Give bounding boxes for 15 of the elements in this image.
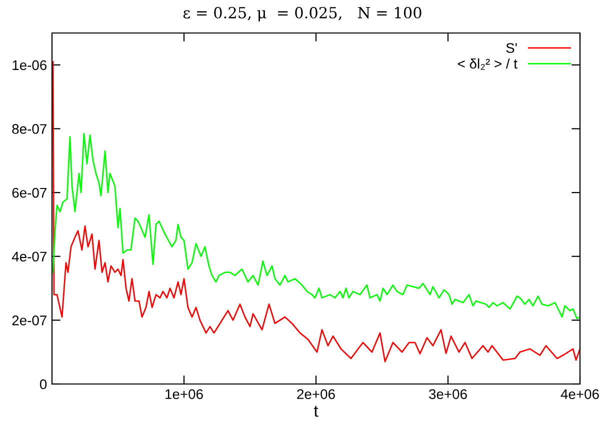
y-tick-label: 6e-07 (12, 188, 46, 198)
legend-label: S' (506, 43, 517, 53)
x-tick-label: 2e+06 (297, 389, 335, 400)
x-axis-title: t (314, 406, 318, 417)
y-tick-label: 2e-07 (12, 316, 46, 326)
x-tick-label: 3e+06 (429, 389, 467, 400)
line-series (52, 132, 580, 320)
y-tick-label: 1e-06 (12, 60, 47, 70)
y-tick-label: 4e-07 (12, 252, 46, 262)
y-tick-label: 0 (40, 379, 47, 390)
legend-label: < δl₂² > / t (458, 58, 518, 70)
chart-title: ε = 0.25, μ = 0.025, N = 100 (183, 6, 422, 22)
x-tick-label: 4e+06 (560, 389, 599, 400)
x-tick-label: 1e+06 (166, 389, 203, 400)
y-tick-label: 8e-07 (12, 124, 46, 134)
